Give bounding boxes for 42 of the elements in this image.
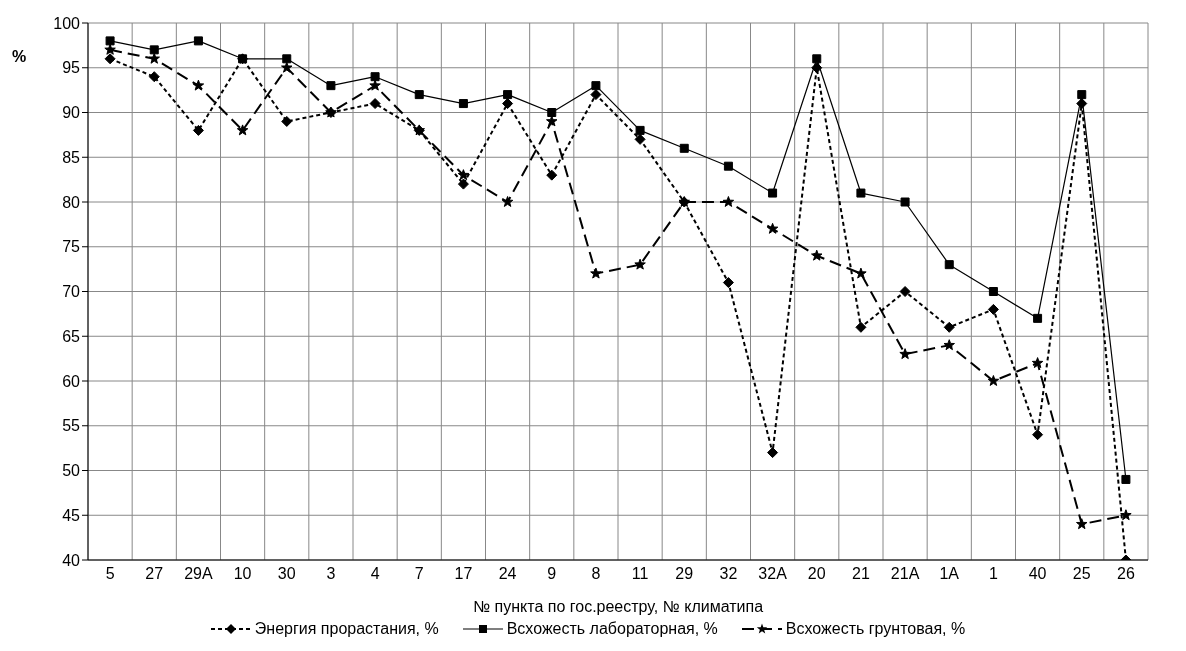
y-tick-label: 95 bbox=[62, 59, 81, 77]
legend-label: Всхожесть лабораторная, % bbox=[506, 620, 718, 638]
x-tick-label: 1А bbox=[939, 565, 960, 583]
y-tick-label: 70 bbox=[62, 283, 81, 301]
y-tick-label: 60 bbox=[62, 372, 81, 390]
x-tick-label: 20 bbox=[807, 565, 826, 583]
y-tick-label: 80 bbox=[62, 193, 81, 211]
x-axis-title: № пункта по гос.реестру, № климатипа bbox=[472, 598, 764, 615]
y-tick-label: 75 bbox=[62, 238, 81, 256]
y-tick-label: 65 bbox=[62, 327, 81, 345]
x-tick-label: 25 bbox=[1072, 565, 1091, 583]
x-tick-label: 1 bbox=[988, 565, 998, 583]
x-tick-label: 30 bbox=[277, 565, 296, 583]
x-tick-label: 24 bbox=[498, 565, 517, 583]
x-tick-label: 8 bbox=[591, 565, 601, 583]
x-tick-label: 26 bbox=[1117, 565, 1135, 583]
x-tick-label: 29 bbox=[675, 565, 694, 583]
y-tick-label: 40 bbox=[62, 551, 81, 569]
y-tick-label: 50 bbox=[62, 462, 81, 480]
x-tick-label: 29А bbox=[184, 565, 213, 583]
x-tick-label: 17 bbox=[454, 565, 473, 583]
y-tick-label: 90 bbox=[62, 104, 81, 122]
legend-label: Энергия прорастания, % bbox=[254, 620, 439, 638]
x-tick-label: 32 bbox=[719, 565, 738, 583]
x-tick-label: 3 bbox=[326, 565, 336, 583]
y-tick-label: 100 bbox=[53, 14, 81, 32]
y-axis-title: % bbox=[12, 48, 27, 66]
y-tick-label: 45 bbox=[62, 506, 81, 524]
x-tick-label: 11 bbox=[631, 565, 649, 583]
x-tick-label: 4 bbox=[370, 565, 380, 583]
legend-label: Всхожесть грунтовая, % bbox=[785, 620, 966, 638]
x-tick-label: 21 bbox=[852, 565, 870, 583]
y-tick-label: 85 bbox=[62, 148, 81, 166]
x-tick-label: 32А bbox=[758, 565, 788, 583]
x-tick-label: 27 bbox=[145, 565, 164, 583]
x-tick-label: 21А bbox=[890, 565, 920, 583]
x-tick-label: 9 bbox=[547, 565, 557, 583]
x-tick-label: 40 bbox=[1028, 565, 1047, 583]
y-tick-label: 55 bbox=[62, 417, 81, 435]
x-tick-label: 7 bbox=[414, 565, 424, 583]
x-tick-label: 5 bbox=[105, 565, 115, 583]
x-tick-label: 10 bbox=[233, 565, 252, 583]
